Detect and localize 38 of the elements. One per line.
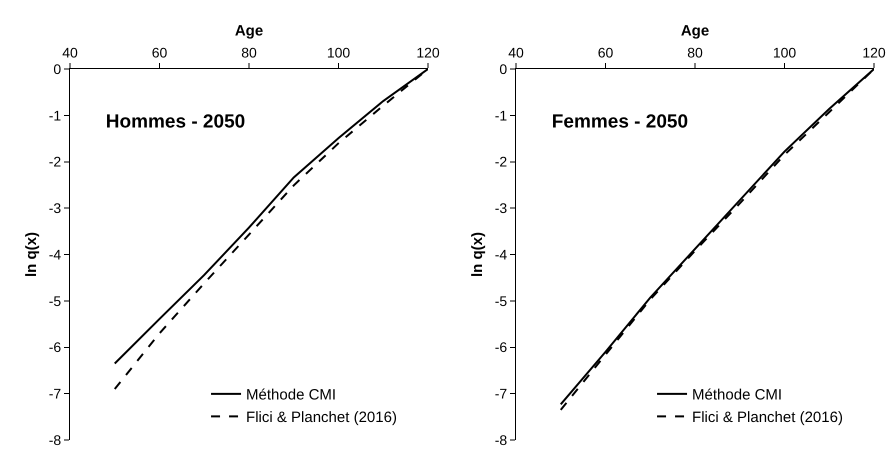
x-tick-label: 80 bbox=[687, 44, 703, 60]
x-axis-title: Age bbox=[680, 22, 710, 40]
y-axis-title: ln q(x) bbox=[22, 232, 40, 277]
y-tick-label: -8 bbox=[494, 432, 508, 448]
x-tick-label: 120 bbox=[416, 44, 440, 60]
x-tick-label: 40 bbox=[62, 44, 78, 60]
x-tick-label: 60 bbox=[598, 44, 614, 60]
y-tick-label: -2 bbox=[48, 154, 62, 170]
x-tick-label: 120 bbox=[862, 44, 886, 60]
y-tick-label: -2 bbox=[494, 154, 508, 170]
x-tick-label: 60 bbox=[152, 44, 168, 60]
y-tick-label: -7 bbox=[48, 386, 62, 402]
legend-label: Flici & Planchet (2016) bbox=[246, 409, 397, 426]
y-tick-label: -1 bbox=[494, 107, 508, 124]
y-tick-label: 0 bbox=[499, 60, 508, 77]
legend-label: Flici & Planchet (2016) bbox=[692, 409, 843, 426]
text: Femmes - 2050 bbox=[552, 112, 688, 133]
y-tick-label: -8 bbox=[48, 432, 62, 448]
legend-label: Méthode CMI bbox=[246, 386, 336, 404]
y-tick-label: -6 bbox=[48, 339, 62, 356]
x-tick-label: 80 bbox=[241, 44, 257, 60]
y-tick-label: -6 bbox=[494, 339, 508, 356]
x-tick-label: 40 bbox=[508, 44, 524, 60]
y-tick-label: -3 bbox=[494, 200, 508, 216]
text: Hommes - 2050 bbox=[106, 112, 246, 133]
x-axis-title: Age bbox=[234, 22, 264, 40]
x-tick-label: 100 bbox=[326, 44, 350, 60]
y-tick-label: -5 bbox=[48, 292, 62, 309]
legend-label: Méthode CMI bbox=[692, 386, 782, 404]
x-tick-label: 100 bbox=[772, 44, 796, 60]
y-tick-label: -4 bbox=[494, 246, 508, 262]
y-tick-label: -1 bbox=[48, 107, 62, 124]
y-axis-title: ln q(x) bbox=[468, 232, 486, 277]
y-tick-label: -5 bbox=[494, 292, 508, 309]
y-tick-label: -4 bbox=[48, 246, 62, 262]
y-tick-label: -7 bbox=[494, 386, 508, 402]
y-tick-label: -3 bbox=[48, 200, 62, 216]
y-tick-label: 0 bbox=[53, 60, 62, 77]
